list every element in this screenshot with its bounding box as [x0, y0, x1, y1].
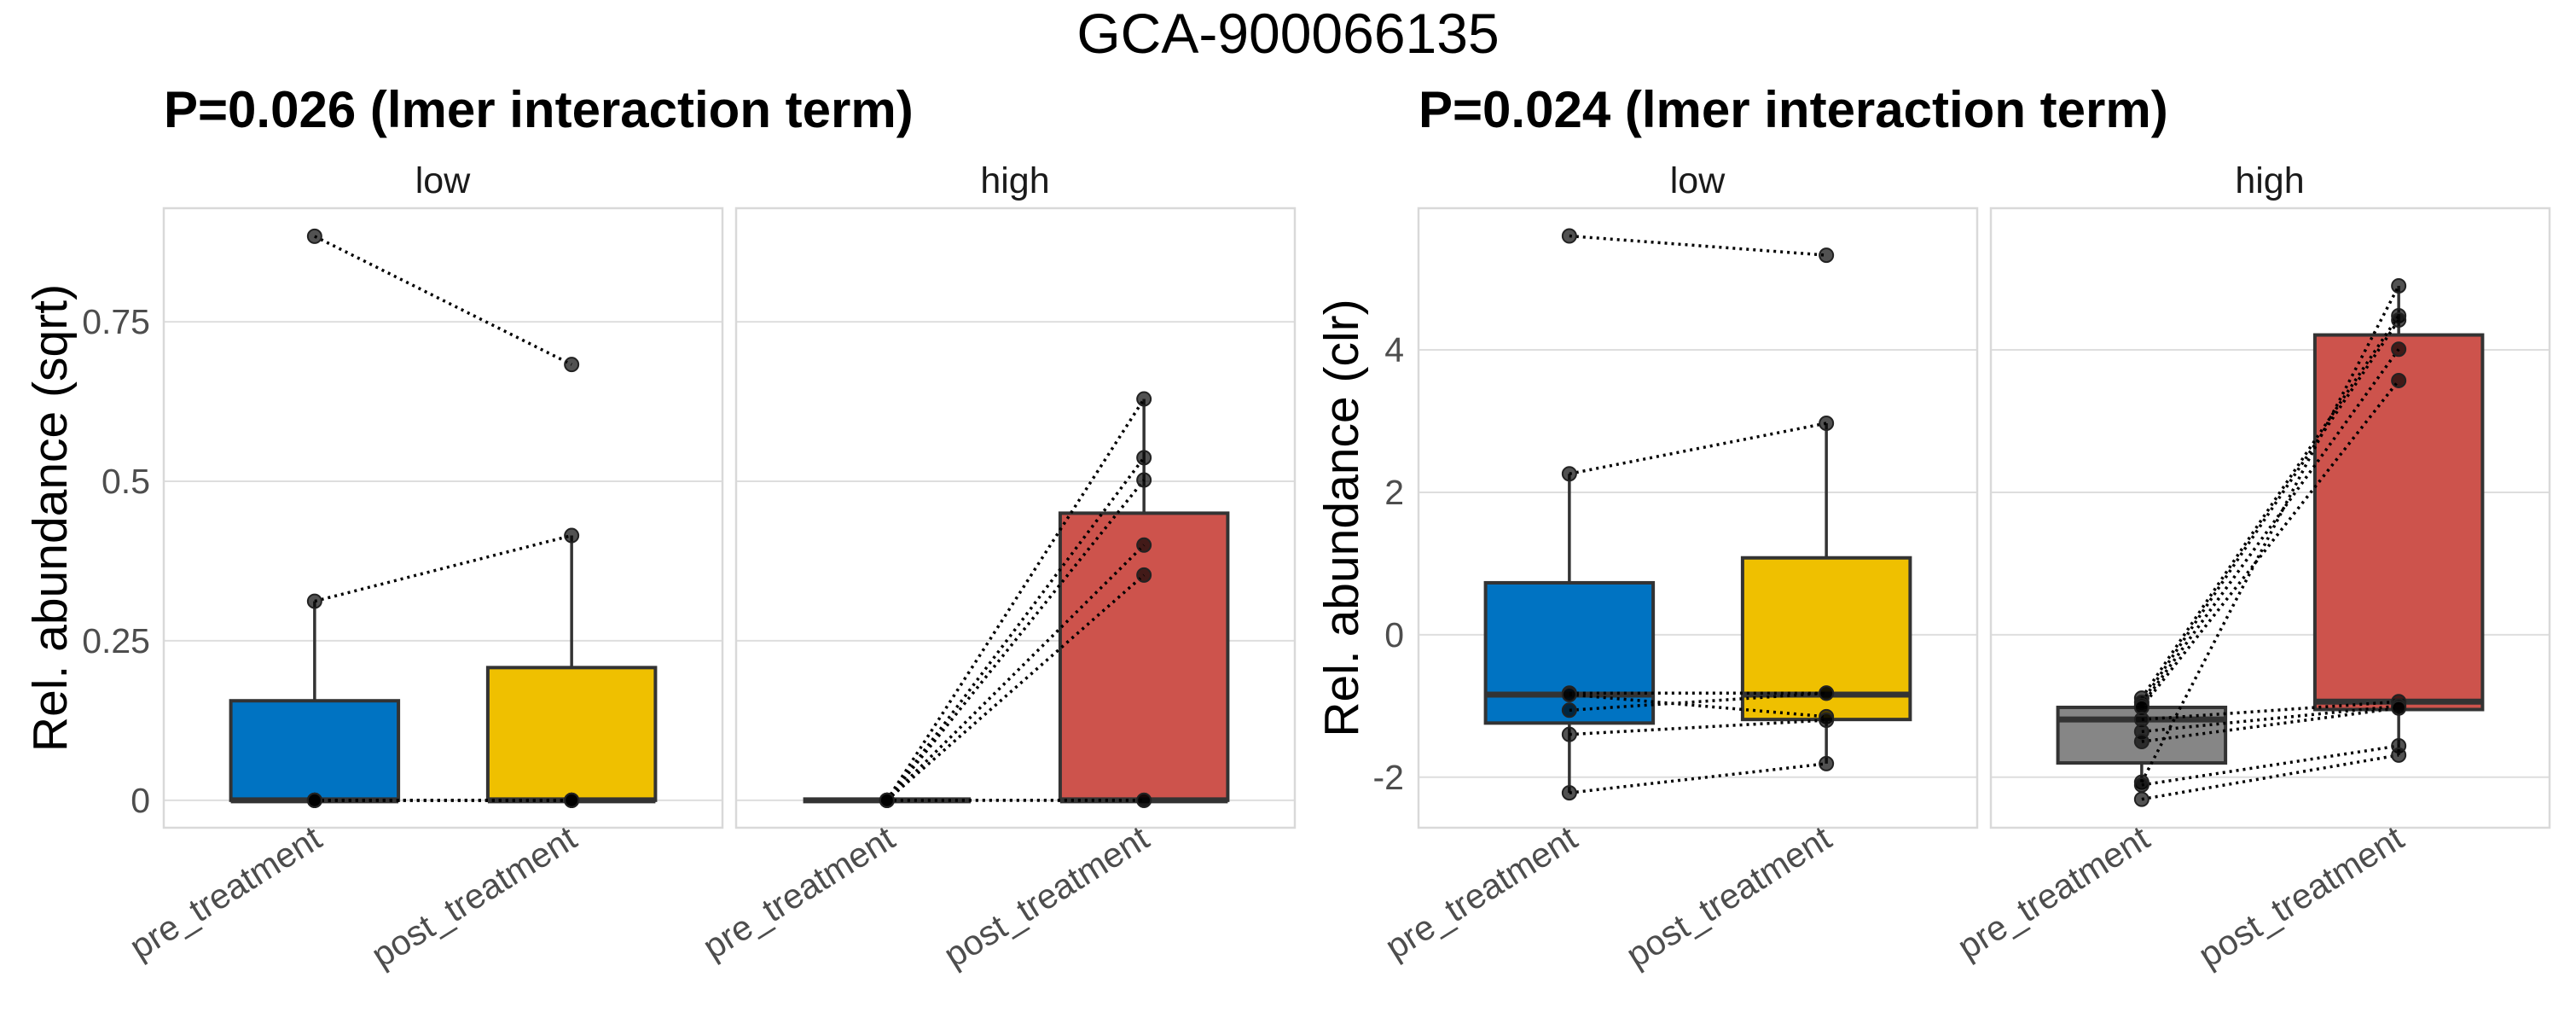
data-point-pre — [2133, 734, 2150, 750]
panel-clr-high — [1989, 207, 2551, 829]
data-point-post — [1819, 685, 1835, 701]
data-point-pre — [1561, 785, 1577, 801]
data-point-pre — [1561, 702, 1577, 719]
y-tick-label: 0 — [1384, 615, 1404, 655]
data-point-post — [1136, 472, 1152, 488]
data-point-post — [2391, 372, 2407, 388]
plot-title: P=0.026 (lmer interaction term) — [164, 81, 914, 138]
panel-border — [1989, 207, 2551, 829]
paired-line — [2141, 707, 2399, 743]
data-point-post — [1136, 391, 1152, 407]
paired-line — [1569, 422, 1827, 475]
y-tick-labels: -2 0 2 4 — [1373, 330, 1404, 797]
data-point-post — [1136, 567, 1152, 583]
paired-line — [1569, 693, 1827, 719]
data-point-post — [1819, 247, 1835, 264]
paired-line — [885, 573, 1146, 802]
data-point-pre — [1561, 466, 1577, 482]
box-post_treatment — [1058, 511, 1230, 802]
data-point-pre — [1561, 686, 1577, 702]
paired-line — [885, 544, 1146, 802]
data-point-post — [1819, 755, 1835, 771]
paired-line — [885, 479, 1146, 801]
panel-sqrt-high — [734, 207, 1297, 829]
data-point-post — [1136, 792, 1152, 808]
y-axis-label: Rel. abundance (clr) — [1314, 299, 1369, 736]
facet-label-high: high — [980, 160, 1049, 201]
y-axis-label: Rel. abundance (sqrt) — [23, 284, 78, 752]
y-tick-label: 4 — [1384, 330, 1404, 369]
data-point-pre — [879, 792, 895, 808]
panel-border — [1417, 207, 1979, 829]
plot-title: P=0.024 (lmer interaction term) — [1419, 81, 2168, 138]
paired-line — [2141, 753, 2399, 801]
data-point-post — [2391, 341, 2407, 358]
paired-line — [2141, 744, 2399, 787]
panel-border — [734, 207, 1297, 829]
y-tick-label: 0.75 — [82, 302, 150, 341]
data-point-pre — [1561, 228, 1577, 244]
paired-line — [2140, 285, 2400, 783]
plot-clr: P=0.024 (lmer interaction term) Rel. abu… — [1314, 81, 2551, 975]
paired-line — [2141, 700, 2399, 721]
data-point-post — [1136, 537, 1152, 553]
data-point-pre — [2133, 777, 2150, 793]
box-post_treatment — [485, 666, 658, 802]
paired-line — [885, 398, 1146, 801]
panel-sqrt-low — [162, 207, 724, 829]
data-point-pre — [1561, 726, 1577, 742]
facet-label-low: low — [415, 160, 471, 201]
figure-title: GCA-900066135 — [1076, 2, 1499, 65]
panel-clr-low — [1417, 207, 1979, 829]
paired-line — [1569, 719, 1827, 736]
paired-line — [314, 235, 572, 366]
data-point-post — [1819, 712, 1835, 728]
facet-label-high: high — [2235, 160, 2304, 201]
data-point-post — [564, 527, 580, 544]
y-tick-label: 0.25 — [82, 621, 150, 660]
data-point-post — [564, 792, 580, 808]
paired-line — [1569, 234, 1827, 257]
data-point-post — [1819, 416, 1835, 432]
y-tick-labels: 0 0.25 0.5 0.75 — [82, 302, 150, 820]
y-tick-label: 0.5 — [102, 462, 150, 501]
panel-border — [162, 207, 724, 829]
paired-line — [885, 457, 1146, 801]
box-post_treatment — [2312, 333, 2485, 712]
y-tick-label: 0 — [131, 781, 150, 820]
data-point-post — [2391, 312, 2407, 329]
data-point-pre — [306, 593, 322, 609]
paired-line — [2140, 315, 2400, 700]
data-point-post — [2391, 277, 2407, 294]
y-tick-label: 2 — [1384, 473, 1404, 512]
box-pre_treatment — [229, 699, 401, 802]
data-point-post — [564, 357, 580, 373]
paired-line — [1569, 762, 1827, 794]
data-point-post — [2391, 747, 2407, 763]
panel-background — [1419, 208, 1977, 828]
paired-line — [1569, 691, 1827, 713]
y-tick-label: -2 — [1373, 758, 1404, 797]
facet-label-low: low — [1670, 160, 1726, 201]
paired-line — [2140, 348, 2400, 707]
paired-line — [2140, 319, 2400, 704]
data-point-post — [2391, 700, 2407, 716]
paired-line — [2141, 704, 2399, 734]
data-point-pre — [306, 228, 322, 244]
data-point-pre — [306, 792, 322, 808]
paired-line — [2140, 379, 2400, 709]
data-point-post — [1136, 450, 1152, 466]
data-point-pre — [2133, 791, 2150, 807]
